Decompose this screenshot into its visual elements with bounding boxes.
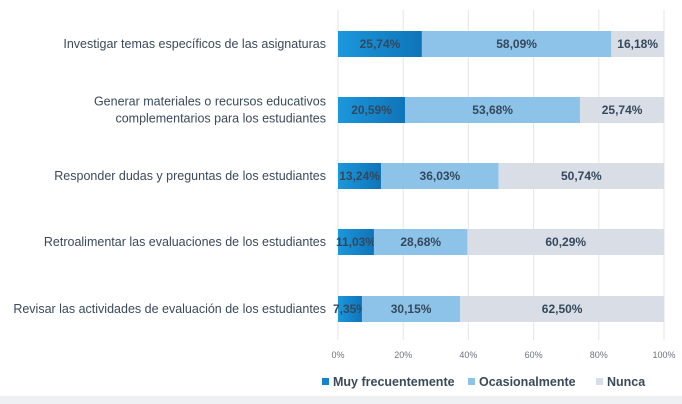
bar-segment-ocasionalmente — [373, 229, 468, 255]
x-tick-label: 60% — [525, 350, 543, 360]
bar-segment-nunca — [611, 31, 665, 57]
legend-label: Muy frecuentemente — [333, 375, 455, 389]
data-label: 25,74% — [360, 37, 401, 51]
data-label: 50,74% — [561, 169, 602, 183]
bar-segment-muy-frecuentemente — [338, 163, 382, 189]
category-label: Generar materiales o recursos educativos — [94, 95, 326, 109]
x-tick-label: 20% — [394, 350, 412, 360]
data-label: 30,15% — [391, 302, 432, 316]
category-label: Investigar temas específicos de las asig… — [63, 37, 326, 51]
legend-swatch — [468, 378, 475, 385]
category-label: Revisar las actividades de evaluación de… — [13, 302, 326, 316]
data-label: 53,68% — [472, 103, 513, 117]
data-label: 13,24% — [339, 169, 380, 183]
bar-segment-ocasionalmente — [421, 31, 612, 57]
data-label: 60,29% — [545, 235, 586, 249]
category-label: Retroalimentar las evaluaciones de los e… — [44, 235, 326, 249]
data-label: 20,59% — [351, 103, 392, 117]
bar-segment-muy-frecuentemente — [338, 296, 362, 322]
bar-segment-muy-frecuentemente — [338, 229, 374, 255]
bar-segment-nunca — [498, 163, 665, 189]
data-label: 16,18% — [617, 37, 658, 51]
category-label: complementarios para los estudiantes — [115, 112, 326, 126]
bar-segment-muy-frecuentemente — [338, 31, 422, 57]
data-label: 25,74% — [602, 103, 643, 117]
bottom-band — [0, 396, 682, 404]
legend-swatch — [596, 378, 603, 385]
x-tick-label: 80% — [590, 350, 608, 360]
bar-segment-ocasionalmente — [361, 296, 461, 322]
data-label: 62,50% — [542, 302, 583, 316]
x-tick-label: 0% — [331, 350, 344, 360]
data-label: 58,09% — [496, 37, 537, 51]
legend-label: Nunca — [607, 375, 646, 389]
x-tick-label: 40% — [459, 350, 477, 360]
legend-swatch — [322, 378, 329, 385]
bar-segment-ocasionalmente — [381, 163, 499, 189]
data-label: 36,03% — [420, 169, 461, 183]
x-tick-label: 100% — [652, 350, 675, 360]
bar-segment-ocasionalmente — [405, 97, 581, 123]
data-label: 28,68% — [400, 235, 441, 249]
data-label: 7,35% — [333, 302, 367, 316]
bar-segment-nunca — [467, 229, 664, 255]
bar-segment-nunca — [580, 97, 665, 123]
bar-segment-nunca — [460, 296, 664, 322]
bar-segment-muy-frecuentemente — [338, 97, 406, 123]
category-label: Responder dudas y preguntas de los estud… — [54, 169, 326, 183]
legend-label: Ocasionalmente — [479, 375, 576, 389]
data-label: 11,03% — [336, 235, 376, 249]
